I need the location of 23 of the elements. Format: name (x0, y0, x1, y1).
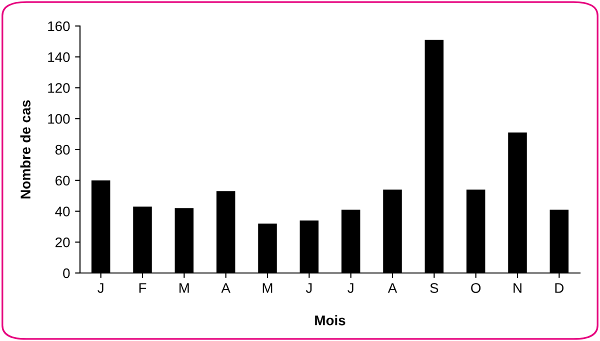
y-tick-label: 40 (55, 206, 70, 216)
x-tick-label: F (139, 283, 146, 293)
x-tick-label: M (180, 283, 189, 293)
x-tick-label: D (555, 283, 564, 293)
y-tick-label: 140 (48, 52, 70, 62)
y-axis-title: Nombre de cas (20, 100, 30, 198)
x-tick-label: M (262, 283, 272, 293)
y-tick-label: 80 (55, 144, 70, 155)
y-tick-label: 0 (63, 268, 70, 278)
x-tick-label: A (388, 283, 398, 293)
x-tick-label: S (430, 283, 438, 293)
y-tick-label: 160 (48, 21, 70, 32)
x-tick-label: A (221, 283, 230, 293)
x-tick-label: J (98, 283, 104, 293)
y-tick-label: 120 (48, 83, 70, 93)
x-tick-label: J (348, 283, 354, 293)
y-tick-label: 60 (56, 176, 70, 186)
y-tick-label: 20 (56, 237, 70, 248)
x-tick-label: O (471, 283, 481, 293)
x-tick-label: J (306, 283, 312, 293)
x-axis-title: Mois (315, 315, 346, 326)
x-tick-label: N (514, 283, 522, 293)
y-tick-label: 100 (48, 114, 70, 124)
